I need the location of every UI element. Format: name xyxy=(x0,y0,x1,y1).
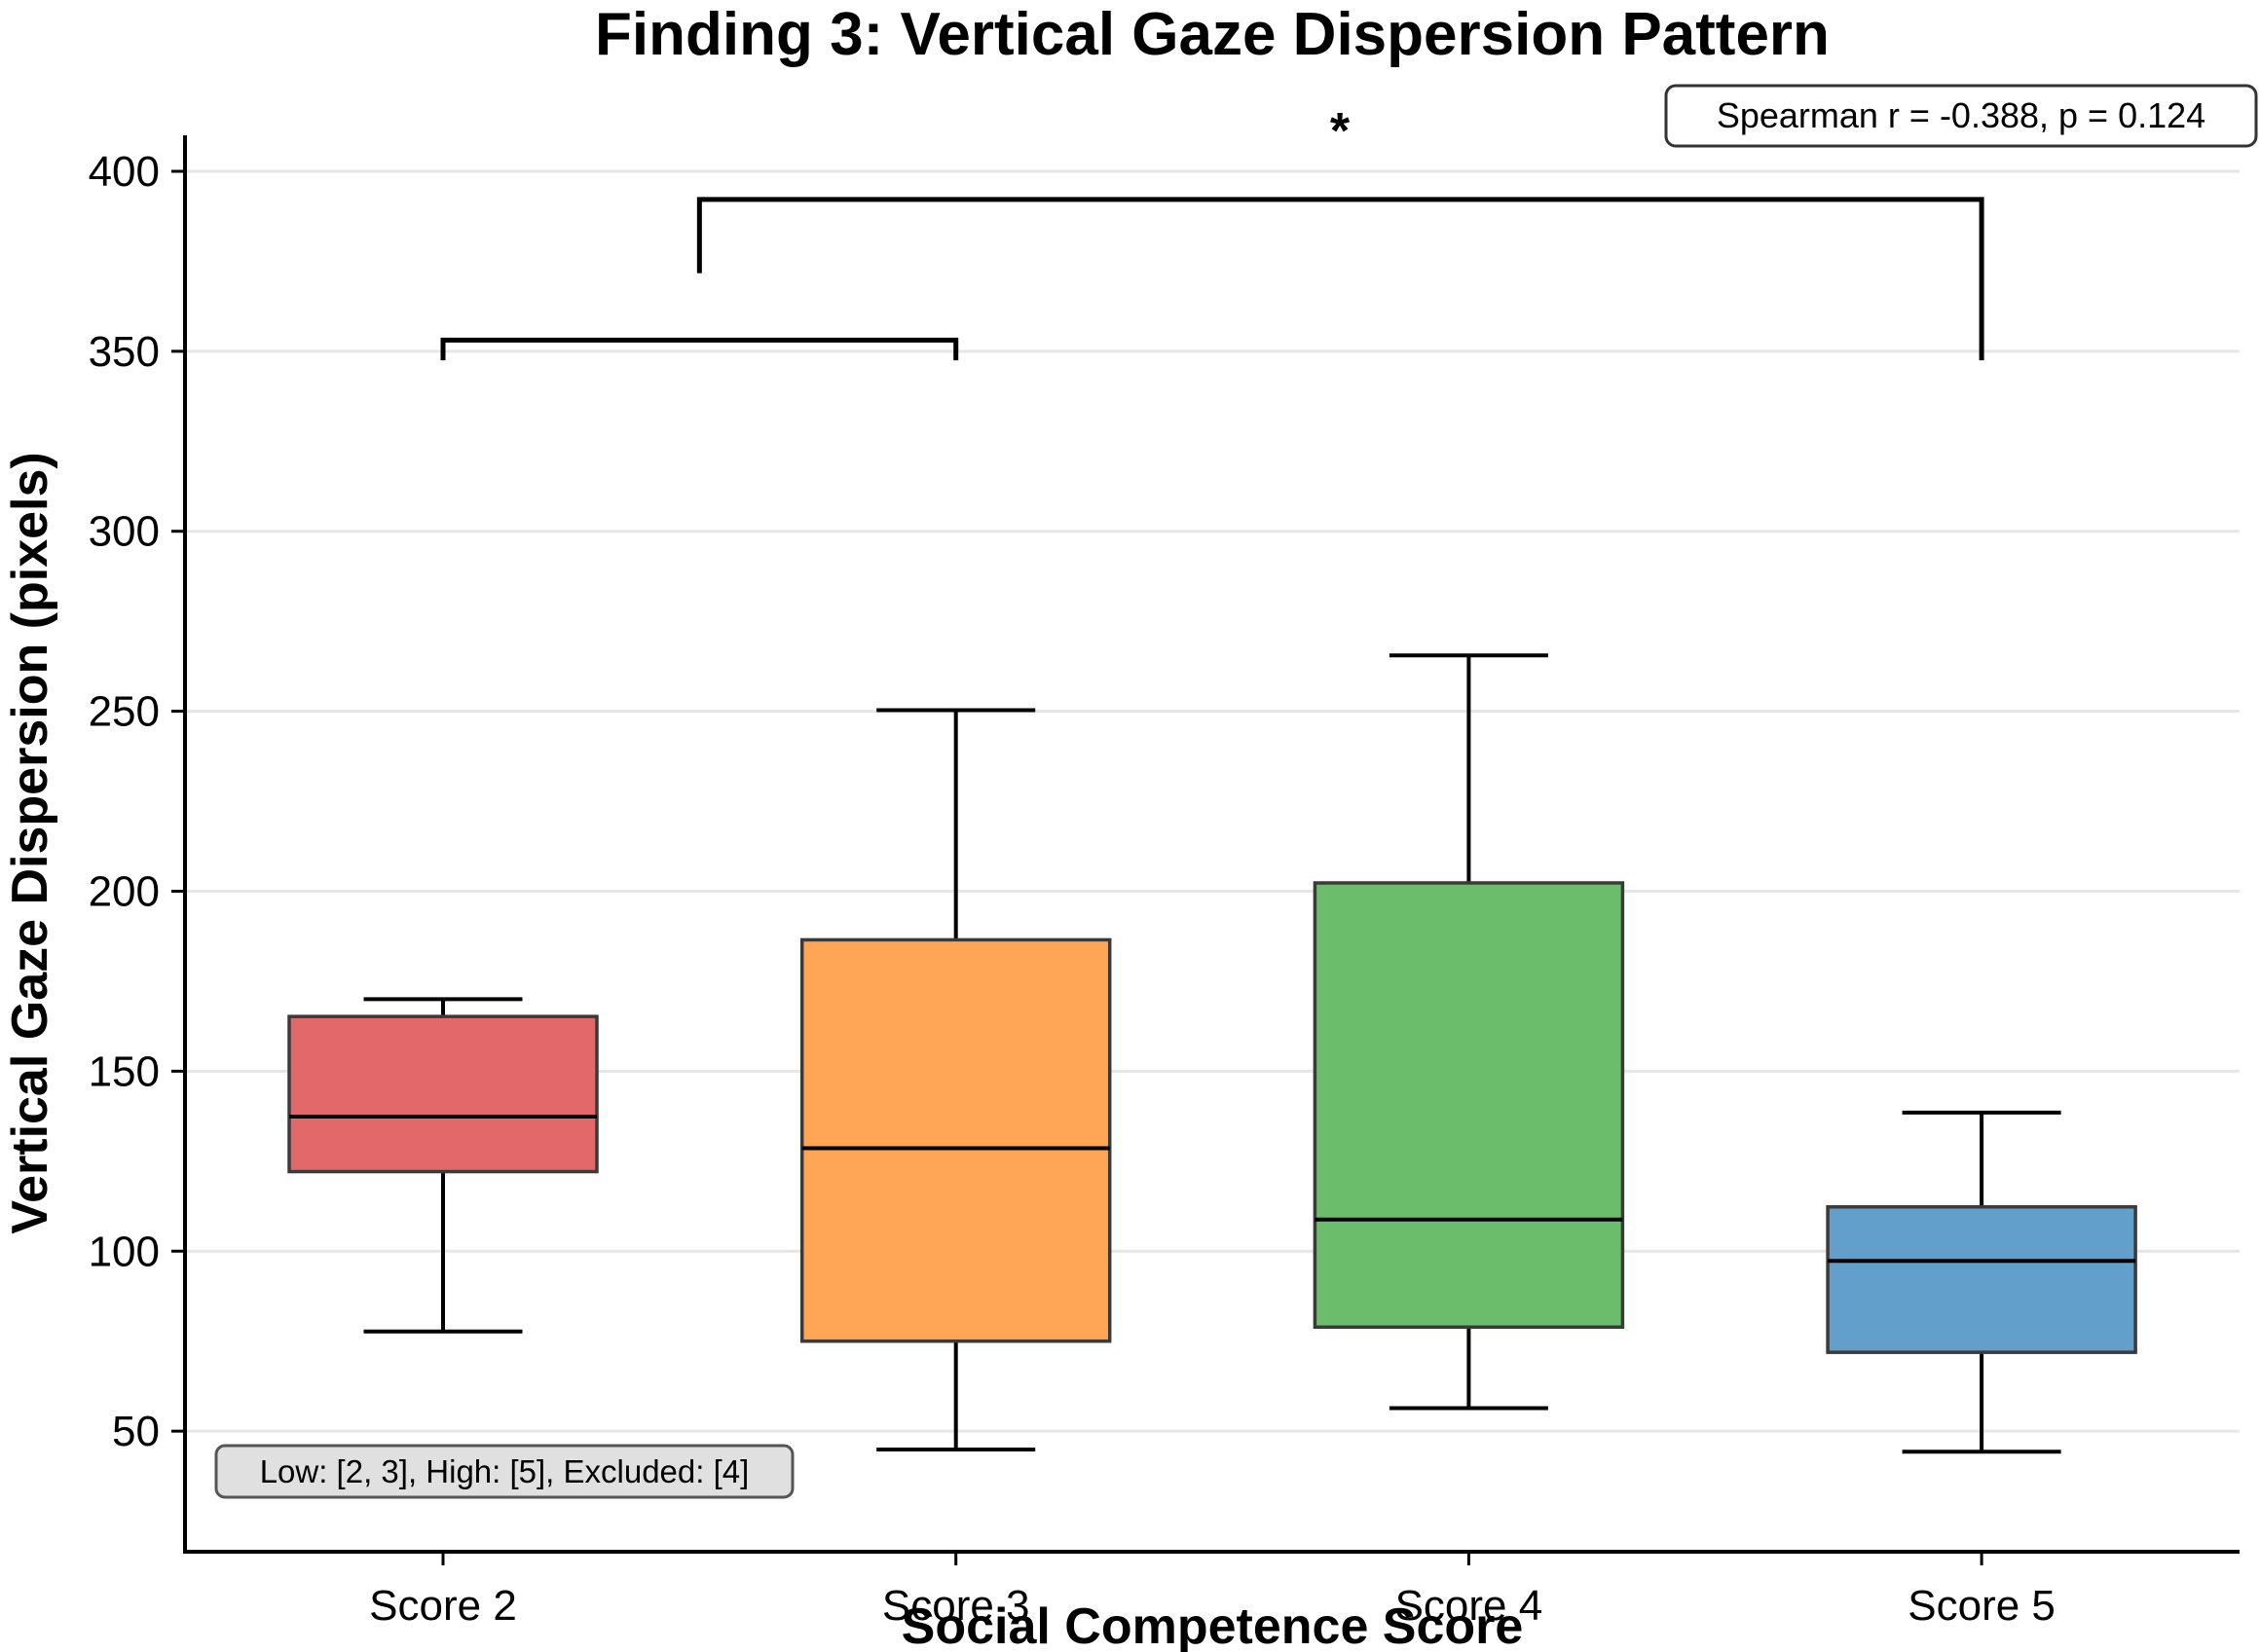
y-axis-label: Vertical Gaze Dispersion (pixels) xyxy=(2,452,58,1233)
box-score-3 xyxy=(799,708,1112,1451)
y-tick-label: 400 xyxy=(89,148,160,196)
x-axis-ticks: Score 2 Score 3 Score 4 Score 5 xyxy=(369,1552,2056,1630)
iqr-box xyxy=(799,937,1112,1343)
stats-annotation-text: Spearman r = -0.388, p = 0.124 xyxy=(1717,95,2205,135)
iqr-box xyxy=(1826,1205,2137,1354)
box-series xyxy=(287,653,2137,1454)
x-tick-label: Score 2 xyxy=(369,1582,517,1630)
box-score-5 xyxy=(1826,1110,2137,1454)
y-tick-label: 150 xyxy=(89,1047,160,1095)
y-tick-label: 300 xyxy=(89,508,160,556)
chart-title: Finding 3: Vertical Gaze Dispersion Patt… xyxy=(595,1,1830,68)
box-score-4 xyxy=(1313,653,1625,1411)
stats-annotation: Spearman r = -0.388, p = 0.124 xyxy=(1664,84,2258,148)
y-tick-label: 50 xyxy=(112,1408,160,1455)
group-annotation: Low: [2, 3], High: [5], Excluded: [4] xyxy=(214,1444,795,1499)
group-annotation-box xyxy=(214,1444,795,1499)
y-tick-label: 100 xyxy=(89,1228,160,1275)
x-tick-label: Score 5 xyxy=(1908,1582,2056,1630)
iqr-box xyxy=(1313,881,1625,1330)
y-tick-label: 200 xyxy=(89,867,160,915)
significance-brackets xyxy=(440,197,1984,361)
significance-star: * xyxy=(1330,103,1351,160)
box-score-2 xyxy=(287,997,599,1334)
x-tick-label: Score 3 xyxy=(882,1582,1030,1630)
x-axis-label: Social Competence Score xyxy=(902,1598,1524,1652)
y-tick-label: 350 xyxy=(89,328,160,376)
iqr-box xyxy=(287,1014,599,1174)
stats-annotation-box xyxy=(1664,84,2258,148)
y-axis-ticks: 50 100 150 200 250 300 350 400 xyxy=(89,148,185,1455)
significance-bracket xyxy=(440,337,959,361)
y-tick-label: 250 xyxy=(89,688,160,736)
significance-bracket xyxy=(696,197,1984,361)
x-tick-label: Score 4 xyxy=(1395,1582,1543,1630)
group-annotation-text: Low: [2, 3], High: [5], Excluded: [4] xyxy=(260,1453,750,1489)
